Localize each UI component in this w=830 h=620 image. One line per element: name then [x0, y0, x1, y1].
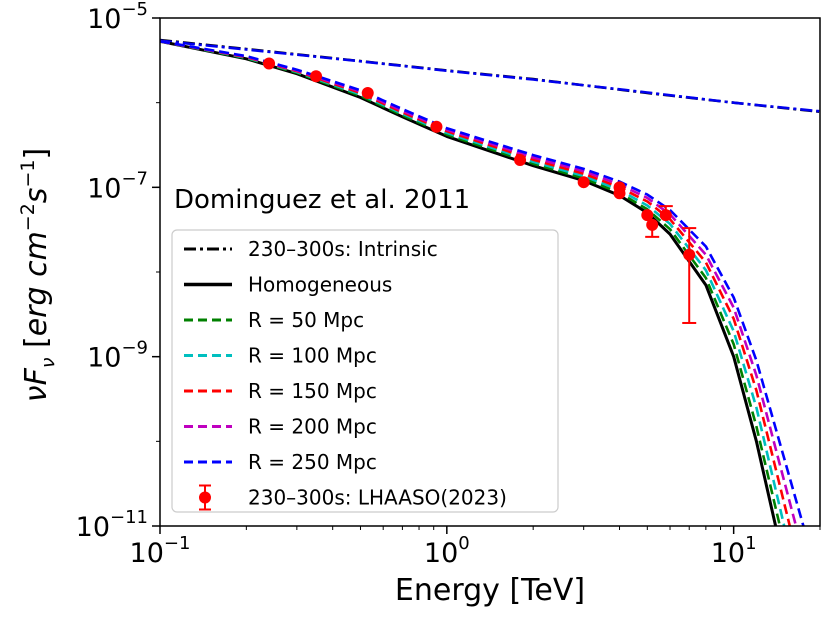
x-axis-ticks: 10−1 100 101: [130, 526, 821, 569]
series-line-7: [160, 40, 805, 526]
series-line-1: [160, 39, 820, 113]
legend-label: R = 50 Mpc: [248, 308, 364, 332]
legend-label: R = 100 Mpc: [248, 344, 377, 368]
y-tick-label: 10−5: [87, 0, 148, 35]
curves: [160, 38, 820, 526]
data-point: [310, 70, 323, 83]
data-point: [430, 120, 443, 133]
legend-label: 230–300s: Intrinsic: [248, 237, 438, 261]
x-axis-label: Energy [TeV]: [395, 573, 585, 608]
y-tick-label: 10−11: [76, 507, 148, 543]
data-point: [646, 218, 659, 231]
data-point: [514, 154, 527, 167]
data-point: [577, 176, 590, 189]
legend-label: Homogeneous: [248, 273, 392, 297]
x-tick-label: 10−1: [130, 533, 191, 569]
data-point: [659, 209, 672, 222]
legend-label: 230–300s: LHAASO(2023): [248, 486, 507, 510]
legend-items: 230–300s: Intrinsic Homogeneous R = 50 Mpc…: [184, 237, 507, 511]
annotation-text: Dominguez et al. 2011: [174, 185, 470, 215]
data-point: [361, 87, 374, 100]
x-tick-label: 100: [424, 533, 470, 569]
legend: 230–300s: Intrinsic Homogeneous R = 50 Mpc…: [171, 229, 559, 513]
data-point: [263, 57, 276, 70]
y-tick-label: 10−7: [87, 168, 148, 204]
data-point: [641, 209, 654, 222]
data-point: [683, 248, 696, 261]
y-axis-label: νFν [erg cm−2s−1]: [17, 148, 59, 402]
legend-marker: [199, 491, 211, 504]
legend-label: R = 200 Mpc: [248, 415, 377, 439]
data-point: [613, 187, 626, 200]
y-axis-ticks: 10−5 10−7 10−9 10−11: [76, 0, 160, 543]
legend-box: [171, 229, 559, 513]
x-tick-label: 101: [711, 533, 757, 569]
legend-label: R = 250 Mpc: [248, 450, 377, 474]
legend-label: R = 150 Mpc: [248, 379, 377, 403]
data-points: [263, 57, 697, 324]
y-tick-label: 10−9: [87, 338, 148, 374]
